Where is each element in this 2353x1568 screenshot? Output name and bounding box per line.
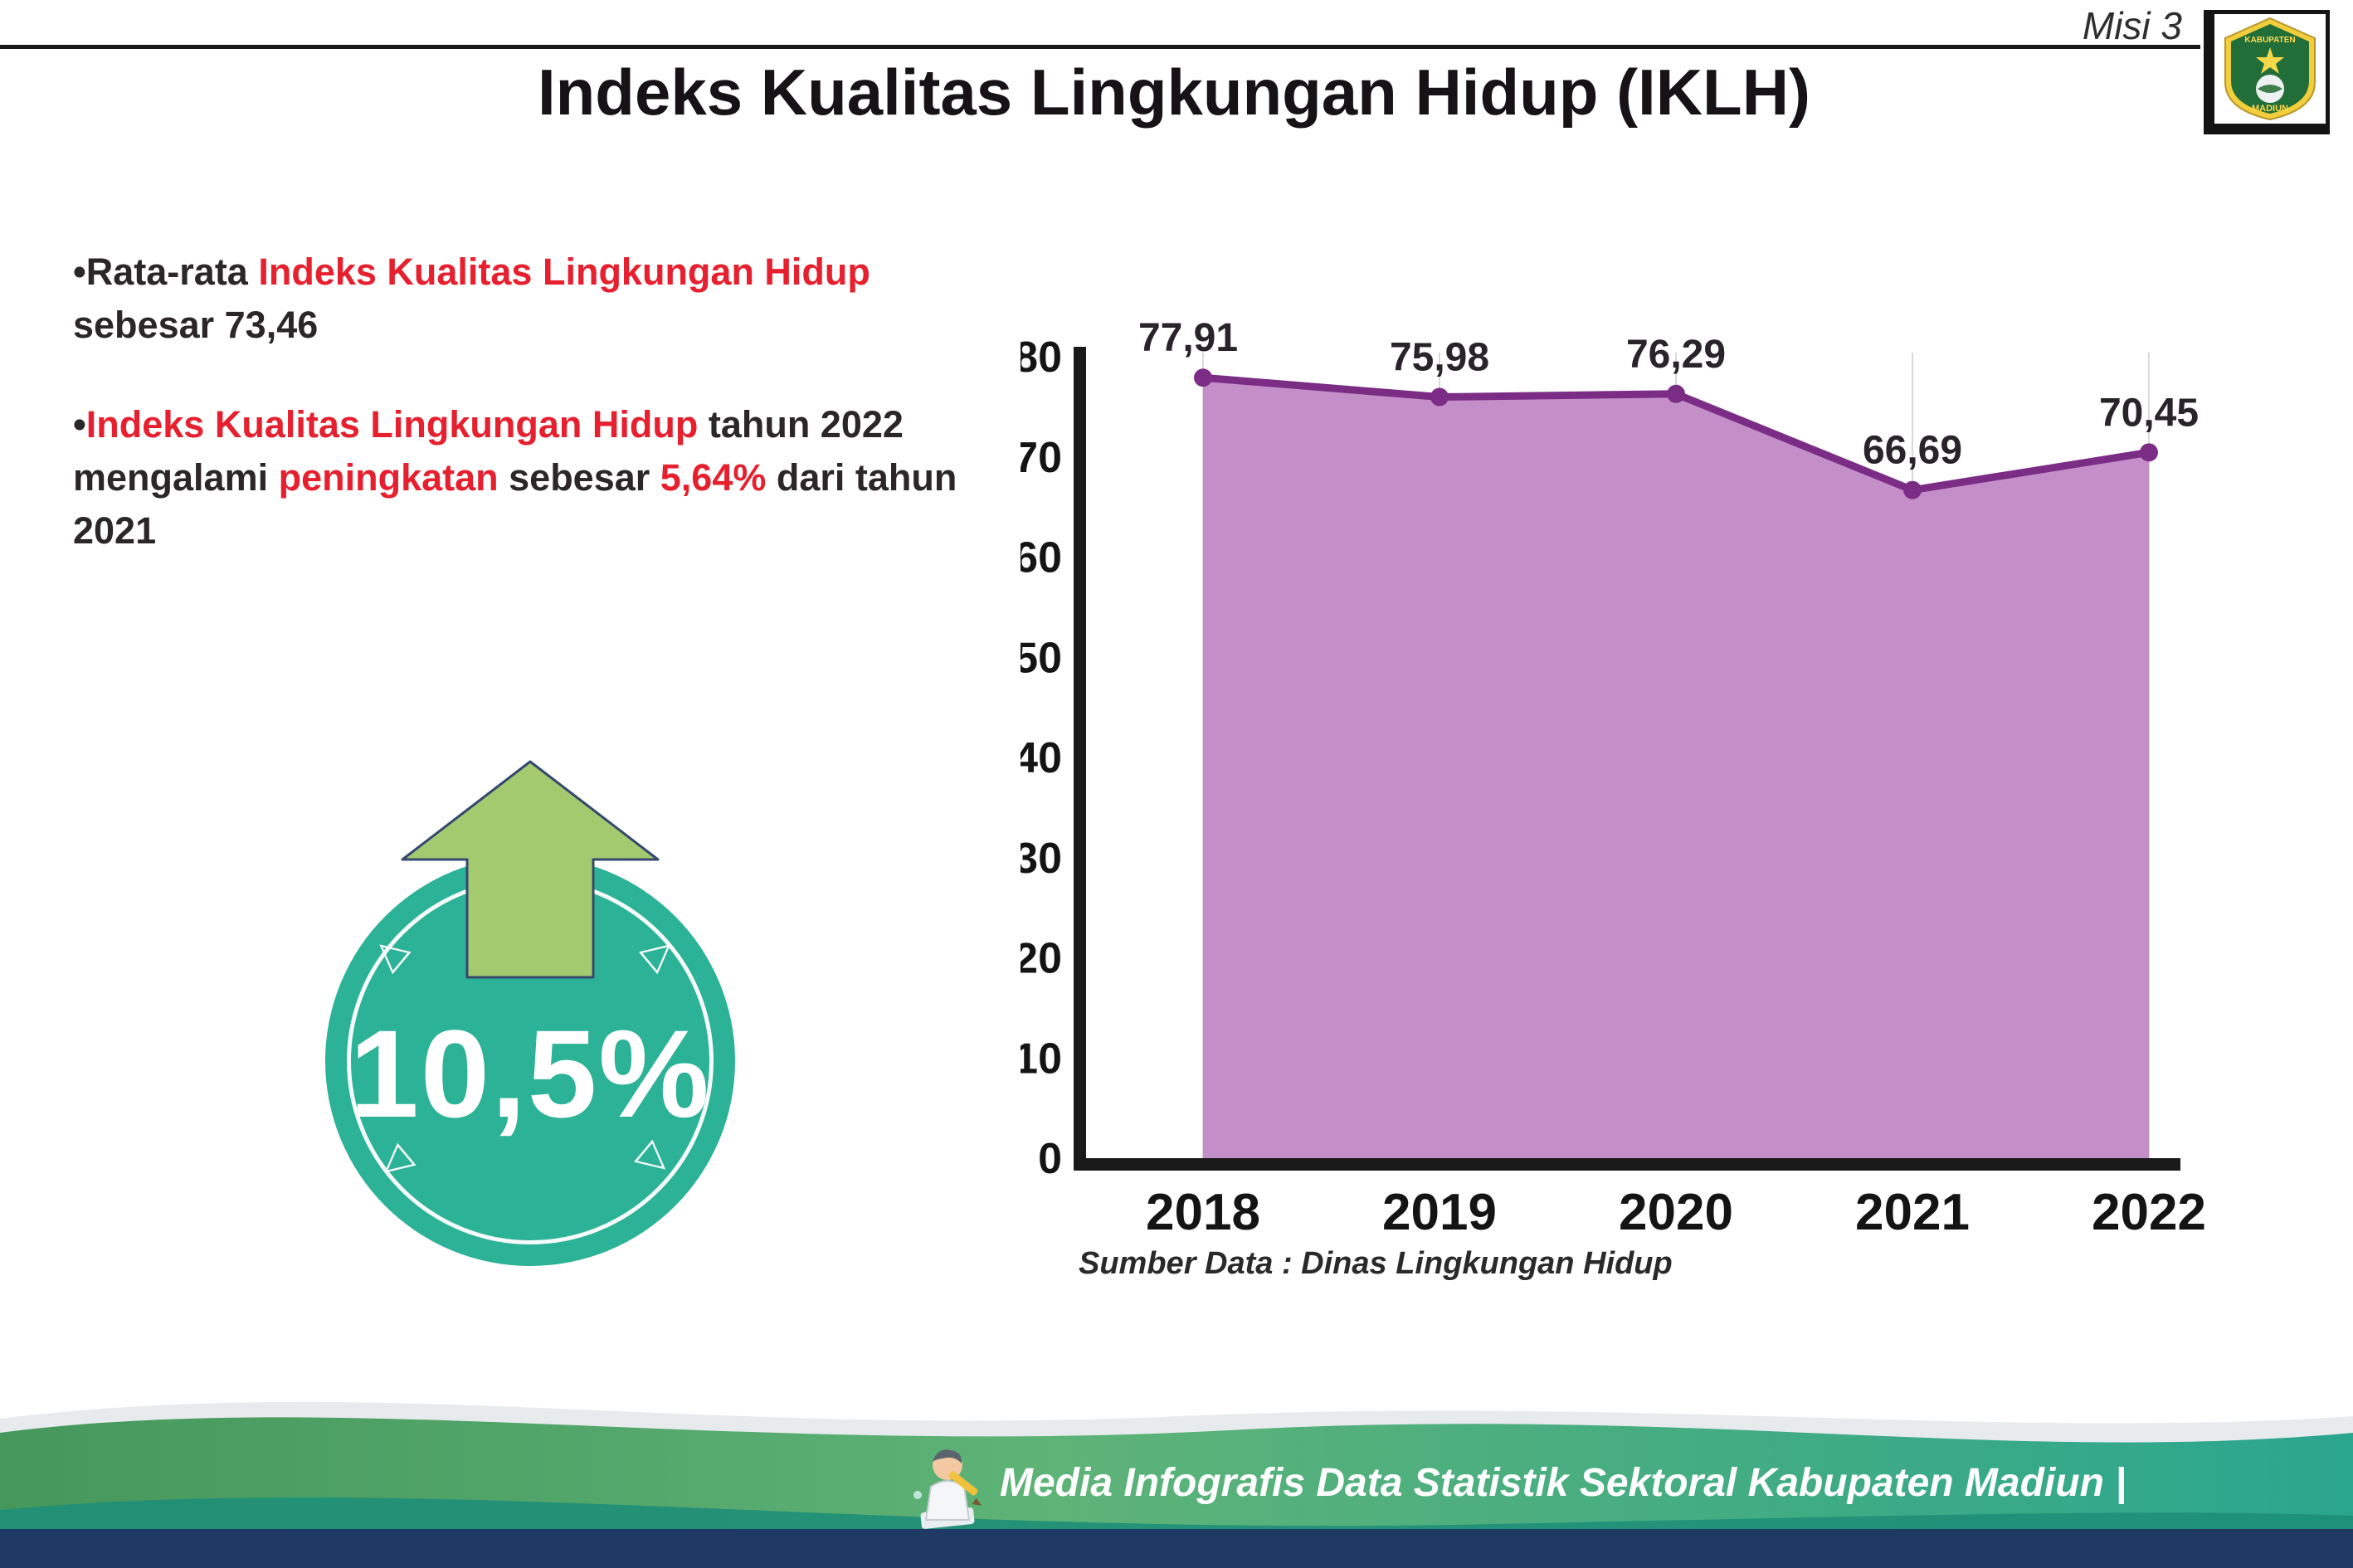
point-label: 66,69 [1863, 429, 1962, 473]
bullet2-highlight-3: 5,64% [660, 455, 767, 499]
point-label: 75,98 [1390, 336, 1489, 380]
up-arrow-icon [401, 760, 660, 979]
data-point [1667, 384, 1685, 403]
logo-text-madiun: MADIUN [2252, 104, 2288, 114]
y-tick-label: 0 [1038, 1135, 1062, 1183]
y-axis [1074, 347, 1086, 1171]
logo-text-kabupaten: KABUPATEN [2244, 36, 2295, 45]
data-point [2140, 443, 2158, 462]
bullet-item-increase: •Indeks Kualitas Lingkungan Hidup tahun … [73, 398, 994, 558]
data-point [1430, 387, 1449, 407]
bottom-waves-decoration [0, 1401, 2353, 1568]
y-tick-label: 40 [1021, 734, 1062, 782]
chart-source-label: Sumber Data : Dinas Lingkungan Hidup [1079, 1246, 1673, 1281]
misi-label: Misi 3 [2082, 4, 2182, 47]
point-label: 70,45 [2099, 391, 2199, 435]
data-point [1903, 480, 1922, 499]
y-tick-label: 50 [1021, 634, 1062, 682]
point-label: 77,91 [1138, 316, 1238, 360]
y-tick-label: 80 [1021, 334, 1062, 382]
area-fill [1203, 377, 2149, 1158]
badge-percentage: 10,5% [349, 1004, 711, 1143]
point-label: 76,29 [1626, 333, 1726, 377]
bullet2-text-2: sebesar [498, 455, 660, 499]
bullet1-highlight: Indeks Kualitas Lingkungan Hidup [258, 251, 870, 293]
header-divider [0, 45, 2200, 49]
x-category-label: 2022 [2092, 1184, 2206, 1241]
x-axis [1074, 1158, 2180, 1171]
x-category-label: 2019 [1382, 1184, 1497, 1241]
y-tick-label: 70 [1021, 434, 1062, 482]
bullet-marker: • [73, 251, 86, 293]
iklh-chart-container: 77,91 75,98 76,29 66,69 70,45 0 10 20 30 40 50 60 70… [1014, 274, 2224, 1327]
kabupaten-madiun-logo-frame: KABUPATEN MADIUN [2204, 10, 2330, 134]
bullet2-text-3: dari tahun 2021 [73, 455, 957, 552]
logo-star-icon [2256, 47, 2284, 74]
y-tick-label: 30 [1021, 835, 1062, 883]
bullet-item-average: •Rata-rata Indeks Kualitas Lingkungan Hi… [73, 246, 994, 352]
x-category-label: 2018 [1146, 1184, 1260, 1241]
bullet1-text: Rata-rata [85, 251, 259, 293]
bullet2-highlight-1: Indeks Kualitas Lingkungan Hidup [85, 402, 699, 446]
bullet-list: •Rata-rata Indeks Kualitas Lingkungan Hi… [73, 246, 994, 603]
navy-footer-bar [0, 1529, 2353, 1568]
bullet2-highlight-2: peningkatan [278, 455, 499, 499]
data-point [1194, 368, 1212, 387]
increase-badge: △ △ △ △ 10,5% [325, 856, 735, 1266]
writer-mascot-icon [913, 1449, 982, 1529]
page-title: Indeks Kualitas Lingkungan Hidup (IKLH) [537, 56, 1811, 129]
x-category-label: 2021 [1855, 1184, 1970, 1241]
y-tick-label: 60 [1021, 534, 1062, 582]
y-tick-label: 10 [1021, 1035, 1062, 1083]
bullet2-text-1: tahun 2022 mengalami [73, 402, 904, 499]
y-tick-label: 20 [1021, 935, 1062, 983]
footer-caption: Media Infografis Data Statistik Sektoral… [1000, 1461, 2126, 1505]
iklh-area-chart: 77,91 75,98 76,29 66,69 70,45 0 10 20 30 40 50 60 70… [1014, 316, 2206, 1241]
bullet-marker: • [73, 402, 86, 446]
x-category-label: 2020 [1619, 1184, 1733, 1241]
bullet1-suffix: sebesar 73,46 [73, 303, 319, 346]
kabupaten-madiun-logo-icon: KABUPATEN MADIUN [2224, 17, 2316, 121]
